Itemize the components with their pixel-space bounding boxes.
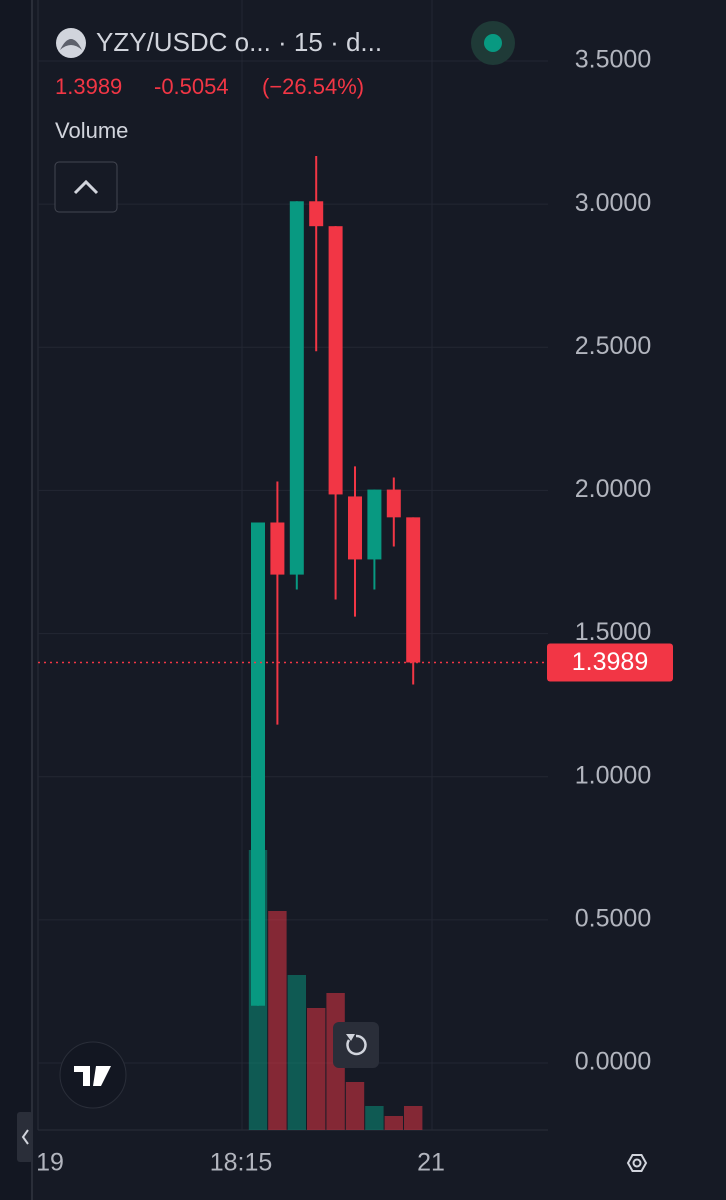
volume-bar <box>384 1116 403 1130</box>
collapse-button[interactable] <box>54 161 118 213</box>
volume-bar <box>365 1106 384 1130</box>
volume-bar <box>287 975 306 1130</box>
header-price: 1.3989 <box>55 74 122 99</box>
candle-body <box>309 201 324 227</box>
reset-icon <box>346 1034 367 1056</box>
volume-bar <box>345 1082 365 1130</box>
candle-body <box>251 522 265 1006</box>
candle-body <box>289 201 304 575</box>
settings-icon-center <box>632 1158 642 1168</box>
reset-button[interactable] <box>333 1022 379 1068</box>
sidebar-toggle-icon <box>21 1129 29 1145</box>
y-tick-label: 1.0000 <box>575 761 651 789</box>
y-tick-label: 2.5000 <box>575 332 651 360</box>
grid <box>241 0 433 1130</box>
symbol-title: YZY/USDC o... · 15 · d... <box>96 27 382 57</box>
coin-icon-shape <box>60 39 82 50</box>
y-tick-label: 1.5000 <box>575 618 651 646</box>
last-price-label: 1.3989 <box>572 648 648 676</box>
x-tick-label: 21 <box>417 1149 445 1177</box>
reset-arrow <box>346 1034 355 1041</box>
header-change-pct: (−26.54%) <box>262 74 364 99</box>
x-tick-label: 19 <box>36 1149 64 1177</box>
y-tick-label: 0.5000 <box>575 904 651 932</box>
sidebar <box>0 0 32 1200</box>
volume-bar <box>268 911 287 1130</box>
logo-badge <box>59 1041 127 1109</box>
candle-body <box>328 226 343 495</box>
collapse-icon <box>73 179 99 195</box>
last-price-box <box>547 643 673 682</box>
candle-body <box>406 517 421 663</box>
y-tick-label: 3.5000 <box>575 46 651 74</box>
candle-body <box>367 489 382 560</box>
logo <box>74 1066 111 1086</box>
header-change: -0.5054 <box>154 74 229 99</box>
sidebar-toggle[interactable] <box>17 1112 33 1162</box>
settings-icon[interactable] <box>626 1154 648 1172</box>
x-axis: 19 18:15 21 <box>36 1149 445 1177</box>
indicator-label: Volume <box>55 118 128 143</box>
candle-body <box>270 522 285 575</box>
y-tick-label: 0.0000 <box>575 1048 651 1076</box>
volume-bar <box>404 1106 423 1130</box>
candle-body <box>348 496 362 560</box>
status-dot <box>484 34 502 52</box>
y-tick-label: 3.0000 <box>575 189 651 217</box>
candle-body <box>386 489 401 518</box>
marks <box>38 60 548 1130</box>
y-tick-label: 2.0000 <box>575 475 651 503</box>
volume-bar <box>307 1008 326 1130</box>
x-tick-label: 18:15 <box>210 1149 273 1177</box>
